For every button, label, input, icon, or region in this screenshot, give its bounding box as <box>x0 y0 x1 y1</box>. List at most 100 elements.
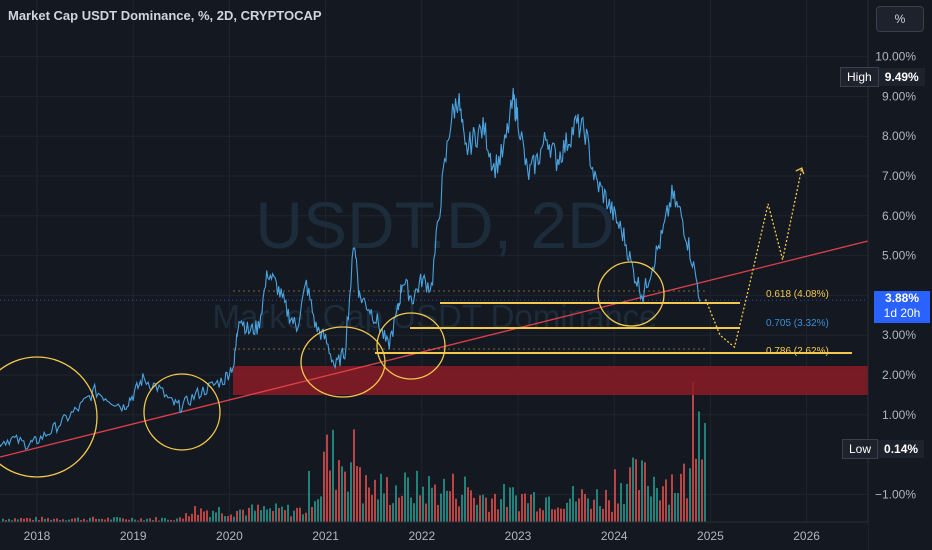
highlight-circle <box>143 373 221 451</box>
volume-bar <box>167 519 169 522</box>
volume-bar <box>356 466 358 522</box>
volume-bar <box>431 487 433 522</box>
y-tick-label: 3.00% <box>882 328 916 342</box>
volume-bar <box>545 497 547 522</box>
volume-bar <box>374 479 376 522</box>
volume-bar <box>686 498 688 522</box>
volume-bar <box>56 518 58 522</box>
volume-bar <box>506 507 508 522</box>
volume-bar <box>257 504 259 522</box>
volume-bar <box>365 475 367 522</box>
volume-bar <box>584 494 586 522</box>
volume-bar <box>608 500 610 522</box>
volume-bar <box>194 506 196 522</box>
volume-bar <box>197 514 199 522</box>
volume-bar <box>677 493 679 522</box>
highlight-circle <box>376 312 446 380</box>
y-tick-label: 1.00% <box>882 408 916 422</box>
y-tick-label: 5.00% <box>882 249 916 263</box>
volume-bar <box>275 503 277 522</box>
x-tick-label: 2025 <box>697 529 724 543</box>
high-label: High <box>840 67 879 87</box>
volume-bar <box>98 518 100 522</box>
volume-bar <box>656 487 658 522</box>
volume-bar <box>632 457 634 522</box>
volume-bar <box>359 467 361 522</box>
low-label: Low <box>842 439 879 459</box>
volume-bar <box>278 507 280 522</box>
volume-bar <box>704 423 706 522</box>
volume-bar <box>644 462 646 522</box>
volume-bar <box>557 507 559 522</box>
volume-bar <box>350 462 352 522</box>
volume-bar <box>653 476 655 522</box>
volume-bar <box>35 516 37 522</box>
volume-bar <box>407 477 409 522</box>
volume-bar <box>695 458 697 522</box>
volume-bar <box>575 501 577 522</box>
volume-bar <box>410 497 412 522</box>
volume-bar <box>29 518 31 522</box>
highlight-circle <box>597 261 665 327</box>
volume-bar <box>593 499 595 522</box>
volume-bar <box>392 503 394 522</box>
volume-bar <box>26 517 28 522</box>
volume-bar <box>446 490 448 522</box>
volume-bar <box>233 516 235 522</box>
volume-bar <box>14 518 16 522</box>
volume-bar <box>389 504 391 522</box>
last-price-value: 3.88% <box>884 291 920 305</box>
volume-bar <box>209 516 211 522</box>
volume-bar <box>386 477 388 522</box>
volume-bar <box>629 467 631 522</box>
volume-bar <box>176 518 178 522</box>
projection-arrowhead <box>795 167 805 175</box>
volume-bar <box>395 485 397 522</box>
projection-path <box>704 167 803 349</box>
volume-bar <box>158 520 160 522</box>
volume-bar <box>335 489 337 522</box>
volume-bar <box>290 516 292 522</box>
volume-bar <box>20 517 22 522</box>
volume-bar <box>578 498 580 522</box>
volume-bar <box>368 487 370 522</box>
volume-bar <box>53 518 55 522</box>
volume-bar <box>566 502 568 522</box>
volume-bar <box>527 503 529 522</box>
volume-bar <box>371 494 373 522</box>
volume-bar <box>320 496 322 522</box>
volume-bar <box>338 460 340 522</box>
volume-bar <box>614 469 616 522</box>
y-tick-label: 2.00% <box>882 368 916 382</box>
volume-bar <box>314 501 316 522</box>
volume-bar <box>611 511 613 522</box>
volume-bar <box>692 382 694 522</box>
volume-bar <box>521 494 523 522</box>
volume-bar <box>404 472 406 522</box>
y-tick-label: 8.00% <box>882 129 916 143</box>
percent-scale-button[interactable]: % <box>876 6 924 32</box>
volume-bar <box>122 518 124 522</box>
volume-bar <box>488 511 490 522</box>
volume-bar <box>5 520 7 522</box>
volume-bar <box>155 517 157 522</box>
volume-bar <box>281 506 283 522</box>
volume-bar <box>152 520 154 522</box>
price-series <box>0 87 702 450</box>
fib-label-0786: 0.786 (2.62%) <box>766 346 829 357</box>
volume-bar <box>311 506 313 522</box>
volume-bar <box>161 517 163 522</box>
volume-bar <box>479 495 481 522</box>
volume-bar <box>482 494 484 522</box>
highlight-circle <box>300 326 386 398</box>
volume-bar <box>260 510 262 522</box>
volume-bar <box>302 514 304 522</box>
volume-bar <box>236 510 238 522</box>
volume-bar <box>563 508 565 522</box>
volume-bar <box>515 495 517 522</box>
volume-bar <box>377 499 379 522</box>
volume-bar <box>263 506 265 522</box>
volume-bar <box>428 476 430 522</box>
